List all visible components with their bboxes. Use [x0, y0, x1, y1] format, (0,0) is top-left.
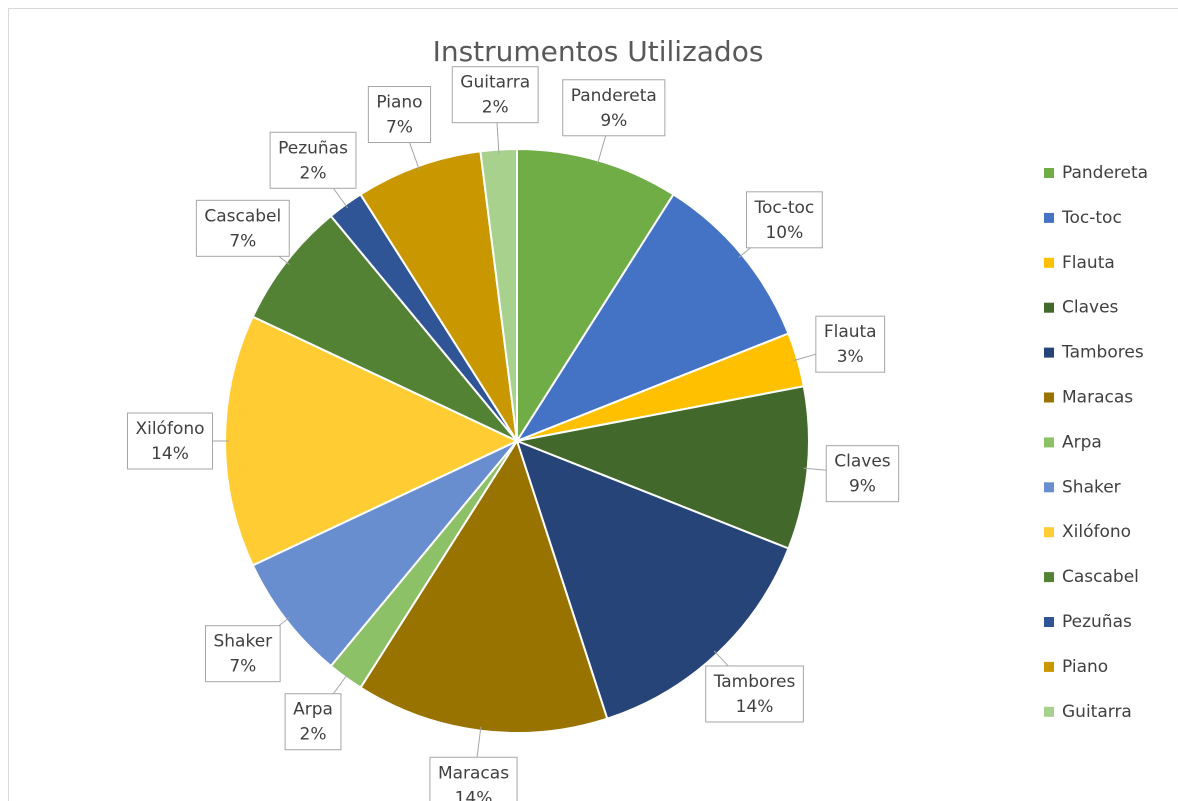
legend-label: Xilófono: [1062, 522, 1131, 542]
label-category: Cascabel: [204, 206, 281, 226]
label-value: 7%: [229, 657, 256, 677]
label-box: [284, 693, 342, 751]
label-value: 7%: [229, 231, 256, 251]
label-box: [195, 199, 290, 257]
data-label: Guitarra 2%: [451, 66, 539, 124]
label-box: [562, 79, 666, 137]
legend-label: Toc-toc: [1061, 208, 1122, 228]
label-value: 2%: [482, 98, 509, 118]
legend-swatch: [1044, 572, 1054, 583]
label-box: [825, 445, 900, 503]
legend-swatch: [1044, 661, 1054, 672]
legend-swatch: [1044, 257, 1054, 268]
label-category: Pezuñas: [278, 138, 348, 158]
legend-swatch: [1044, 706, 1054, 717]
legend-label: Tambores: [1061, 343, 1144, 363]
legend-label: Pezuñas: [1062, 612, 1132, 632]
legend-swatch: [1044, 212, 1054, 223]
label-value: 7%: [386, 118, 413, 138]
data-label: Toc-toc 10%: [745, 191, 823, 249]
legend-swatch: [1044, 168, 1054, 178]
label-category: Claves: [834, 452, 891, 472]
label-value: 14%: [736, 697, 774, 717]
label-category: Arpa: [293, 700, 333, 720]
data-label: Xilófono 14%: [126, 412, 214, 470]
data-label: Claves 9%: [825, 445, 900, 503]
label-category: Xilófono: [135, 419, 204, 439]
legend-label: Guitarra: [1062, 702, 1132, 722]
label-value: 2%: [300, 163, 327, 183]
legend-swatch: [1044, 302, 1054, 313]
legend-swatch: [1044, 527, 1054, 538]
legend-label: Claves: [1062, 298, 1119, 318]
label-category: Flauta: [824, 322, 877, 342]
label-box: [126, 412, 214, 470]
label-value: 14%: [455, 788, 493, 801]
label-box: [269, 131, 357, 189]
legend-label: Cascabel: [1062, 567, 1139, 587]
data-label: Pezuñas 2%: [269, 131, 357, 189]
label-box: [204, 625, 281, 683]
label-category: Piano: [376, 93, 422, 113]
label-value: 14%: [151, 444, 189, 464]
data-label: Cascabel 7%: [195, 199, 290, 257]
data-label: Flauta 3%: [815, 315, 886, 373]
legend-swatch: [1044, 392, 1054, 403]
label-box: [429, 756, 518, 801]
label-category: Shaker: [213, 632, 272, 652]
data-label: Arpa 2%: [284, 693, 342, 751]
legend-label: Arpa: [1062, 432, 1102, 452]
label-value: 9%: [600, 111, 627, 131]
data-label: Shaker 7%: [204, 625, 281, 683]
label-category: Guitarra: [460, 73, 530, 93]
label-box: [815, 315, 886, 373]
legend-label: Pandereta: [1062, 163, 1148, 183]
data-label: Maracas 14%: [429, 756, 518, 801]
label-box: [451, 66, 539, 124]
label-category: Maracas: [438, 763, 509, 783]
label-value: 2%: [300, 725, 327, 745]
legend-swatch: [1044, 482, 1054, 493]
label-box: [745, 191, 823, 249]
data-label: Tambores 14%: [705, 665, 804, 723]
label-category: Pandereta: [571, 86, 657, 106]
legend-label: Flauta: [1062, 253, 1115, 273]
legend-label: Piano: [1062, 657, 1108, 677]
data-label: Pandereta 9%: [562, 79, 666, 137]
data-label: Piano 7%: [367, 86, 432, 144]
label-value: 9%: [849, 477, 876, 497]
legend-swatch: [1044, 347, 1054, 358]
label-category: Toc-toc: [753, 198, 814, 218]
legend-label: Maracas: [1062, 388, 1133, 408]
chart-title: Instrumentos Utilizados: [433, 35, 764, 68]
legend-swatch: [1044, 437, 1054, 448]
label-box: [367, 86, 432, 144]
label-value: 3%: [837, 347, 864, 367]
label-value: 10%: [765, 223, 803, 243]
legend-label: Shaker: [1062, 477, 1121, 497]
label-box: [705, 665, 804, 723]
legend-swatch: [1044, 617, 1054, 627]
label-category: Tambores: [713, 672, 796, 692]
